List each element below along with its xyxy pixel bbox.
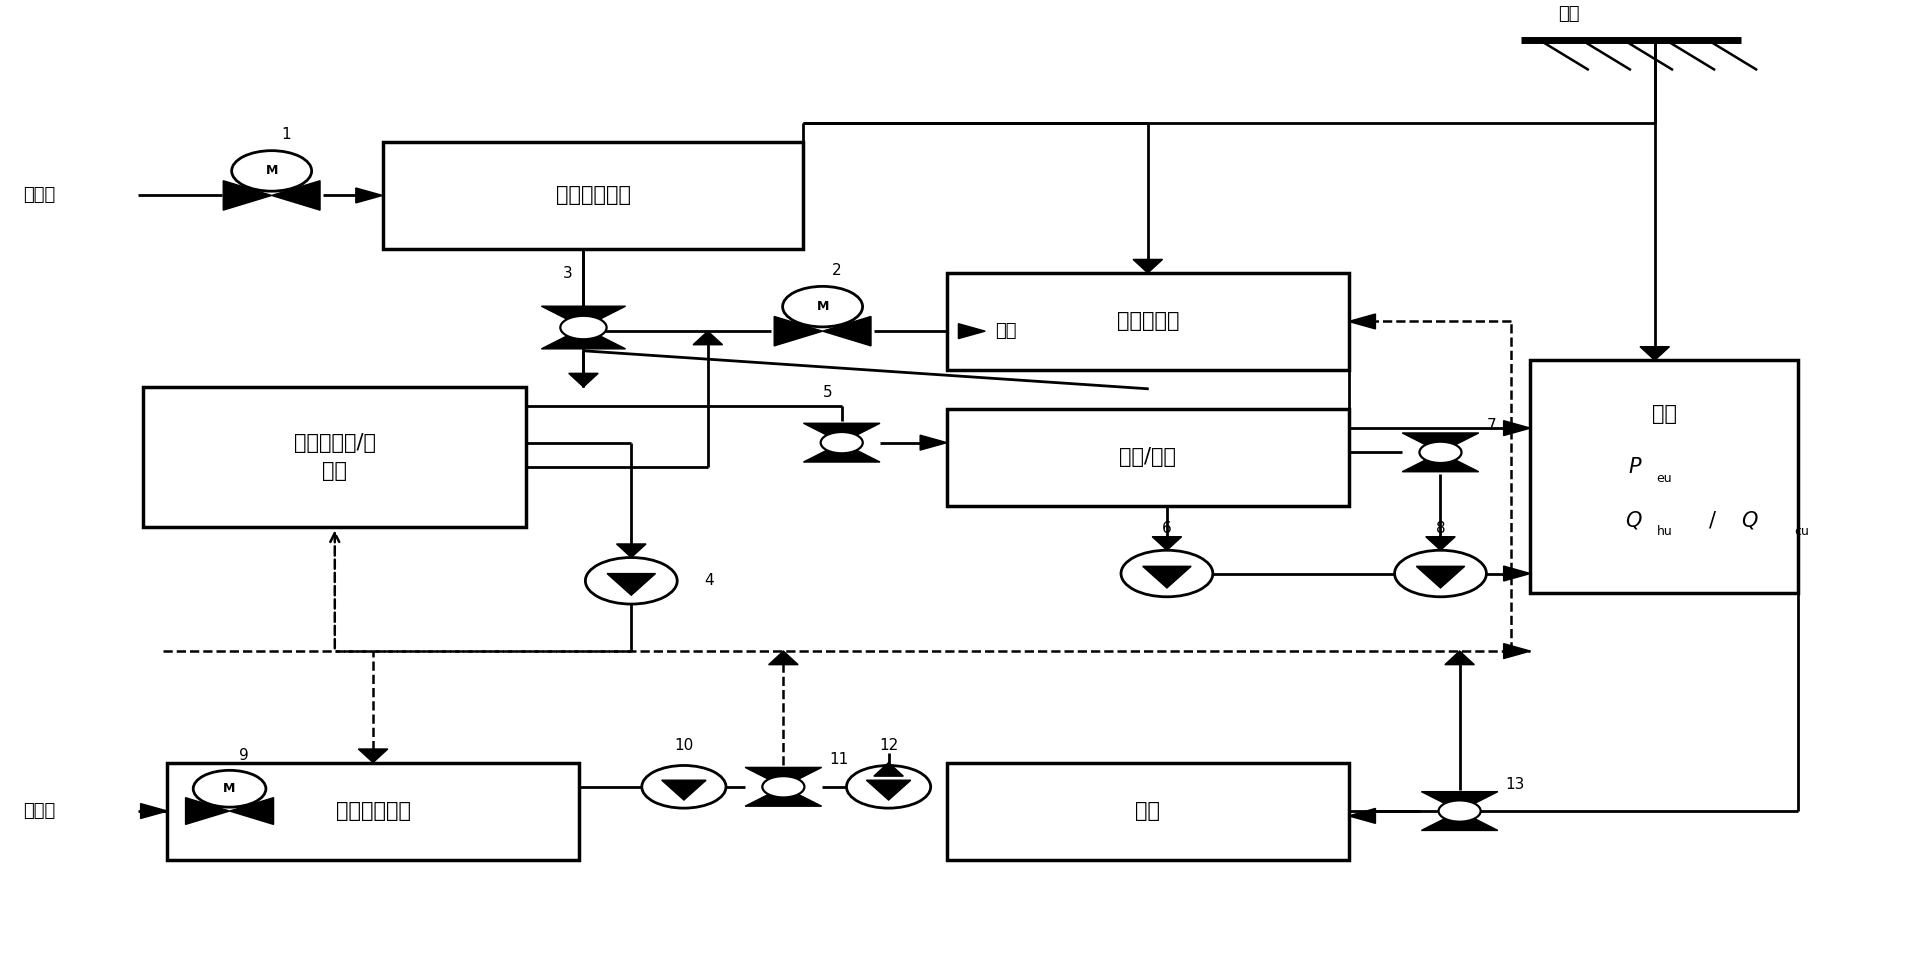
Polygon shape — [356, 188, 383, 203]
Bar — [947, 409, 1349, 506]
Polygon shape — [1421, 791, 1498, 811]
Text: hu: hu — [1657, 525, 1672, 538]
Text: M: M — [266, 164, 277, 178]
Polygon shape — [541, 327, 626, 349]
Text: Q: Q — [1624, 510, 1641, 530]
Bar — [383, 142, 803, 249]
Text: 4: 4 — [704, 573, 714, 588]
Text: 蓄热/冷罐: 蓄热/冷罐 — [1119, 448, 1176, 467]
Text: 3: 3 — [562, 266, 572, 281]
Polygon shape — [358, 749, 388, 762]
Bar — [947, 762, 1349, 859]
Text: 燃气发电机组: 燃气发电机组 — [555, 185, 631, 206]
Circle shape — [193, 770, 266, 807]
Polygon shape — [769, 652, 798, 665]
Polygon shape — [1504, 420, 1530, 436]
Polygon shape — [1421, 811, 1498, 830]
Circle shape — [761, 776, 803, 797]
Circle shape — [1439, 800, 1481, 821]
Polygon shape — [874, 762, 903, 776]
Polygon shape — [230, 797, 274, 824]
Polygon shape — [1349, 314, 1375, 329]
Polygon shape — [662, 780, 706, 800]
Polygon shape — [1402, 433, 1479, 452]
Polygon shape — [224, 181, 272, 210]
Text: 5: 5 — [823, 385, 832, 400]
Text: 10: 10 — [673, 738, 694, 753]
Text: cu: cu — [1794, 525, 1810, 538]
Circle shape — [821, 432, 863, 453]
Text: 13: 13 — [1506, 777, 1525, 791]
Text: 烟气: 烟气 — [995, 322, 1016, 340]
Bar — [168, 762, 578, 859]
Polygon shape — [272, 181, 319, 210]
Polygon shape — [568, 373, 599, 386]
Text: M: M — [817, 300, 828, 313]
Circle shape — [782, 286, 863, 327]
Polygon shape — [1132, 259, 1163, 273]
Polygon shape — [1402, 452, 1479, 472]
Polygon shape — [775, 317, 823, 346]
Polygon shape — [1425, 537, 1456, 551]
Circle shape — [1395, 551, 1486, 597]
Polygon shape — [803, 443, 880, 462]
Text: 7: 7 — [1486, 418, 1496, 433]
Circle shape — [846, 765, 932, 808]
Text: 吸收式制冷/热
机组: 吸收式制冷/热 机组 — [295, 433, 375, 482]
Polygon shape — [1504, 644, 1530, 658]
Text: P: P — [1628, 457, 1641, 477]
Text: 天然气: 天然气 — [23, 186, 55, 205]
Text: 用户: 用户 — [1651, 404, 1678, 423]
Text: 9: 9 — [239, 748, 249, 762]
Polygon shape — [1504, 566, 1530, 581]
Polygon shape — [142, 804, 168, 819]
Text: M: M — [224, 783, 235, 795]
Bar — [947, 273, 1349, 370]
Text: 燃气热水锅炉: 燃气热水锅炉 — [335, 801, 411, 821]
Polygon shape — [1444, 652, 1475, 665]
Polygon shape — [1639, 347, 1670, 360]
Text: 电网: 电网 — [1557, 5, 1580, 23]
Polygon shape — [1416, 566, 1465, 588]
Text: 8: 8 — [1435, 521, 1446, 536]
Text: 2: 2 — [832, 263, 842, 278]
Circle shape — [1419, 442, 1462, 463]
Text: 6: 6 — [1161, 521, 1173, 536]
Text: 水箱: 水箱 — [1134, 801, 1161, 821]
Polygon shape — [1152, 537, 1182, 551]
Polygon shape — [744, 767, 823, 787]
Circle shape — [561, 316, 606, 339]
Text: 12: 12 — [878, 738, 899, 753]
Text: 天然气: 天然气 — [23, 802, 55, 820]
Circle shape — [585, 557, 677, 604]
Polygon shape — [1142, 566, 1192, 588]
Polygon shape — [867, 780, 911, 800]
Circle shape — [231, 151, 312, 191]
Polygon shape — [823, 317, 870, 346]
Polygon shape — [803, 423, 880, 443]
Bar — [1530, 360, 1798, 593]
Circle shape — [641, 765, 725, 808]
Text: 1: 1 — [281, 127, 291, 142]
Polygon shape — [616, 544, 647, 557]
Polygon shape — [606, 574, 656, 595]
Polygon shape — [541, 306, 626, 327]
Polygon shape — [1349, 809, 1375, 823]
Circle shape — [1121, 551, 1213, 597]
Text: 电制冷机组: 电制冷机组 — [1117, 312, 1178, 331]
Text: Q: Q — [1741, 510, 1758, 530]
Polygon shape — [693, 331, 723, 345]
Polygon shape — [920, 435, 947, 451]
Text: eu: eu — [1657, 472, 1672, 486]
Text: 11: 11 — [828, 753, 849, 767]
Text: /: / — [1708, 510, 1716, 530]
Polygon shape — [744, 787, 823, 806]
Polygon shape — [186, 797, 230, 824]
Polygon shape — [958, 323, 985, 339]
Bar — [143, 386, 526, 527]
